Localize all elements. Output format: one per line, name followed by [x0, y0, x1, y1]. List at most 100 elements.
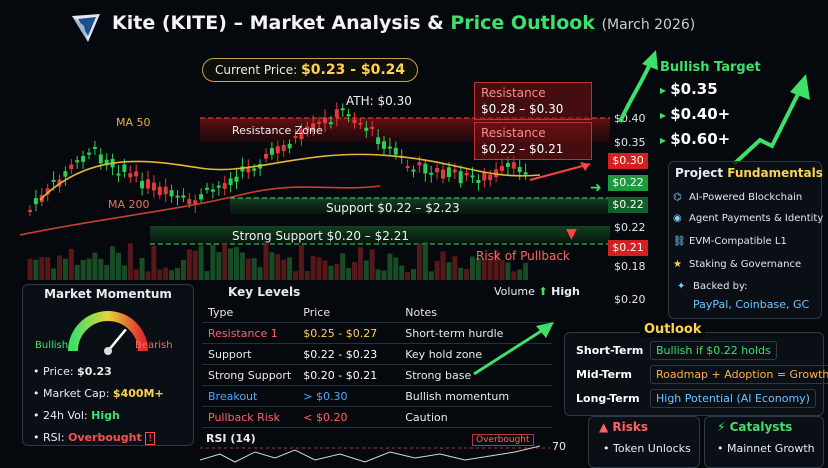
current-price-pill: Current Price: $0.23 - $0.24	[202, 58, 419, 82]
rsi-title: RSI (14)	[206, 432, 256, 445]
volume-bar	[198, 245, 204, 280]
volume-bar	[446, 262, 452, 280]
fundamentals-title: Project Fundamentals	[675, 166, 823, 180]
volume-bar	[304, 271, 310, 280]
stat-volume: • 24h Vol: High	[33, 409, 120, 422]
volume-bar	[275, 254, 281, 280]
candle-body	[240, 166, 245, 172]
volume-bar	[33, 259, 39, 280]
outlook-panel	[564, 332, 824, 416]
volume-bar	[98, 258, 104, 280]
ma200-line	[19, 185, 381, 236]
volume-bar	[328, 265, 334, 280]
volume-bar	[151, 245, 157, 280]
stat-market-cap: • Market Cap: $400M+	[33, 387, 164, 400]
candle-body	[246, 167, 251, 173]
overbought-tag: Overbought	[472, 434, 534, 446]
volume-bar	[169, 270, 175, 280]
candle-body	[393, 147, 398, 155]
candle-body	[157, 186, 162, 196]
candle-body	[311, 123, 316, 132]
lightning-icon: ⚡	[717, 420, 726, 434]
volume-bar	[234, 247, 239, 280]
gauge-bullish-label: Bullish	[35, 340, 69, 351]
network-icon: ⌬	[673, 192, 682, 203]
rsi-level-label: 70	[552, 440, 566, 453]
level-price: $0.20 - $0.21	[297, 364, 400, 386]
volume-bar	[80, 259, 86, 280]
axis-label: $0.22	[614, 221, 646, 234]
backed-by-label: ✦ Backed by:	[677, 281, 748, 292]
candle-body	[269, 148, 274, 155]
candle-body	[523, 172, 528, 175]
volume-bar	[139, 257, 145, 280]
volume-bar	[523, 262, 529, 280]
volume-bar	[263, 243, 269, 280]
volume-bar	[257, 266, 263, 280]
candle-body	[146, 179, 150, 189]
momentum-title: Market Momentum	[44, 287, 172, 301]
candle-body	[169, 190, 174, 197]
key-level-row: Strong Support $0.20 - $0.21 Strong base	[202, 364, 552, 386]
gauge-bearish-label: Bearish	[135, 340, 173, 351]
candle-body	[405, 166, 410, 169]
candle-body	[175, 195, 180, 198]
volume-bar	[45, 257, 51, 280]
volume-bar	[517, 269, 523, 280]
volume-bar	[487, 259, 493, 280]
warning-icon: !	[145, 432, 156, 445]
volume-bar	[127, 243, 133, 280]
warning-icon: ▲	[599, 420, 609, 434]
volume-bar	[511, 271, 517, 280]
fund-item-agent-payments: ◉ Agent Payments & Identity	[673, 213, 824, 224]
volume-bar	[39, 257, 45, 280]
fund-item-evm: ⛓ EVM-Compatible L1	[673, 236, 787, 247]
volume-bar	[92, 252, 98, 280]
candle-body	[417, 162, 422, 166]
volume-bar	[493, 250, 499, 280]
volume-bar	[310, 255, 316, 280]
target-3: $0.60+	[660, 130, 730, 148]
catalysts-title: ⚡ Catalysts	[717, 420, 793, 434]
volume-bar	[287, 257, 293, 280]
candle-body	[435, 167, 440, 173]
level-type: Pullback Risk	[202, 406, 298, 428]
candle-body	[104, 159, 109, 166]
price-tag-green-dark: $0.22	[608, 197, 648, 213]
candle-body	[505, 162, 510, 167]
level-note: Short-term hurdle	[399, 322, 552, 344]
volume-bar	[346, 268, 352, 280]
volume-bar	[180, 259, 186, 280]
volume-bar	[57, 255, 62, 280]
volume-bar	[121, 265, 127, 280]
candle-body	[293, 135, 298, 138]
key-level-row: Resistance 1 $0.25 - $0.27 Short-term hurd…	[202, 322, 552, 344]
volume-bar	[381, 270, 387, 280]
momentum-stats: • Price: $0.23 • Market Cap: $400M+ • 24…	[33, 361, 164, 450]
volume-bar	[133, 269, 139, 280]
resistance-box-2: Resistance $0.22 – $0.21	[474, 122, 592, 160]
volume-bar	[157, 269, 163, 280]
volume-bar	[470, 256, 475, 280]
volume-bar	[210, 244, 216, 280]
volume-bar	[434, 260, 440, 280]
candle-body	[205, 187, 209, 190]
candle-body	[98, 154, 103, 164]
candle-body	[210, 189, 215, 192]
candle-body	[358, 122, 363, 125]
catalyst-item: • Mainnet Growth	[717, 442, 815, 455]
fundamentals-panel: Project Fundamentals ⌬ AI-Powered Blockch…	[668, 161, 824, 319]
candle-body	[187, 199, 192, 205]
growth-arrow-icon	[732, 74, 810, 166]
volume-bar	[369, 249, 375, 280]
kite-logo-icon	[72, 14, 100, 42]
support-label: Support $0.22 – $2.23	[326, 201, 460, 215]
volume-bar	[322, 260, 328, 280]
candle-body	[340, 108, 345, 111]
volume-bar	[222, 242, 228, 280]
volume-bar	[464, 268, 470, 280]
candle-body	[151, 182, 156, 191]
strong-support-label: Strong Support $0.20 – $2.21	[232, 229, 409, 243]
volume-bar	[316, 257, 322, 280]
ma50-label: MA 50	[116, 116, 151, 129]
